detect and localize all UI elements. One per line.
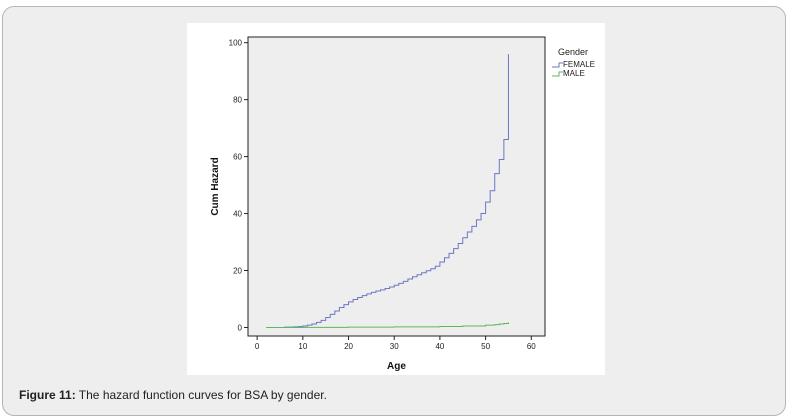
x-axis-title: Age [387,361,406,372]
x-tick-label: 50 [481,342,490,351]
x-tick-label: 60 [527,342,536,351]
x-tick-label: 20 [344,342,353,351]
x-tick-label: 40 [435,342,444,351]
caption-label: Figure 11: [19,388,76,402]
legend-label-female: FEMALE [563,60,595,69]
y-tick-label: 100 [229,39,243,48]
y-tick-label: 0 [238,323,243,332]
caption-text: The hazard function curves for BSA by ge… [75,388,327,402]
y-tick-label: 60 [233,153,242,162]
plot-area [247,36,546,337]
legend-swatch-female [552,62,563,68]
hazard-chart: 0 10 20 30 40 50 60 0 20 40 60 80 100 Age Cum Hazard Ge… [210,36,595,372]
y-axis-title: Cum Hazard [210,157,221,215]
y-tick-label: 20 [233,267,242,276]
figure-card: 0 10 20 30 40 50 60 0 20 40 60 80 100 Age Cum Hazard Ge… [2,6,786,416]
x-tick-label: 0 [255,342,260,351]
series-line-male [266,322,509,328]
legend-title: Gender [558,47,588,57]
figure-caption: Figure 11: The hazard function curves fo… [19,388,327,402]
x-tick-label: 10 [298,342,307,351]
chart-panel: 0 10 20 30 40 50 60 0 20 40 60 80 100 Age Cum Hazard Ge… [187,23,605,375]
y-tick-label: 40 [233,210,242,219]
legend-swatch-male [552,71,563,77]
x-tick-label: 30 [390,342,399,351]
y-tick-label: 80 [233,96,242,105]
legend-label-male: MALE [563,69,585,78]
series-line-female [266,54,509,328]
